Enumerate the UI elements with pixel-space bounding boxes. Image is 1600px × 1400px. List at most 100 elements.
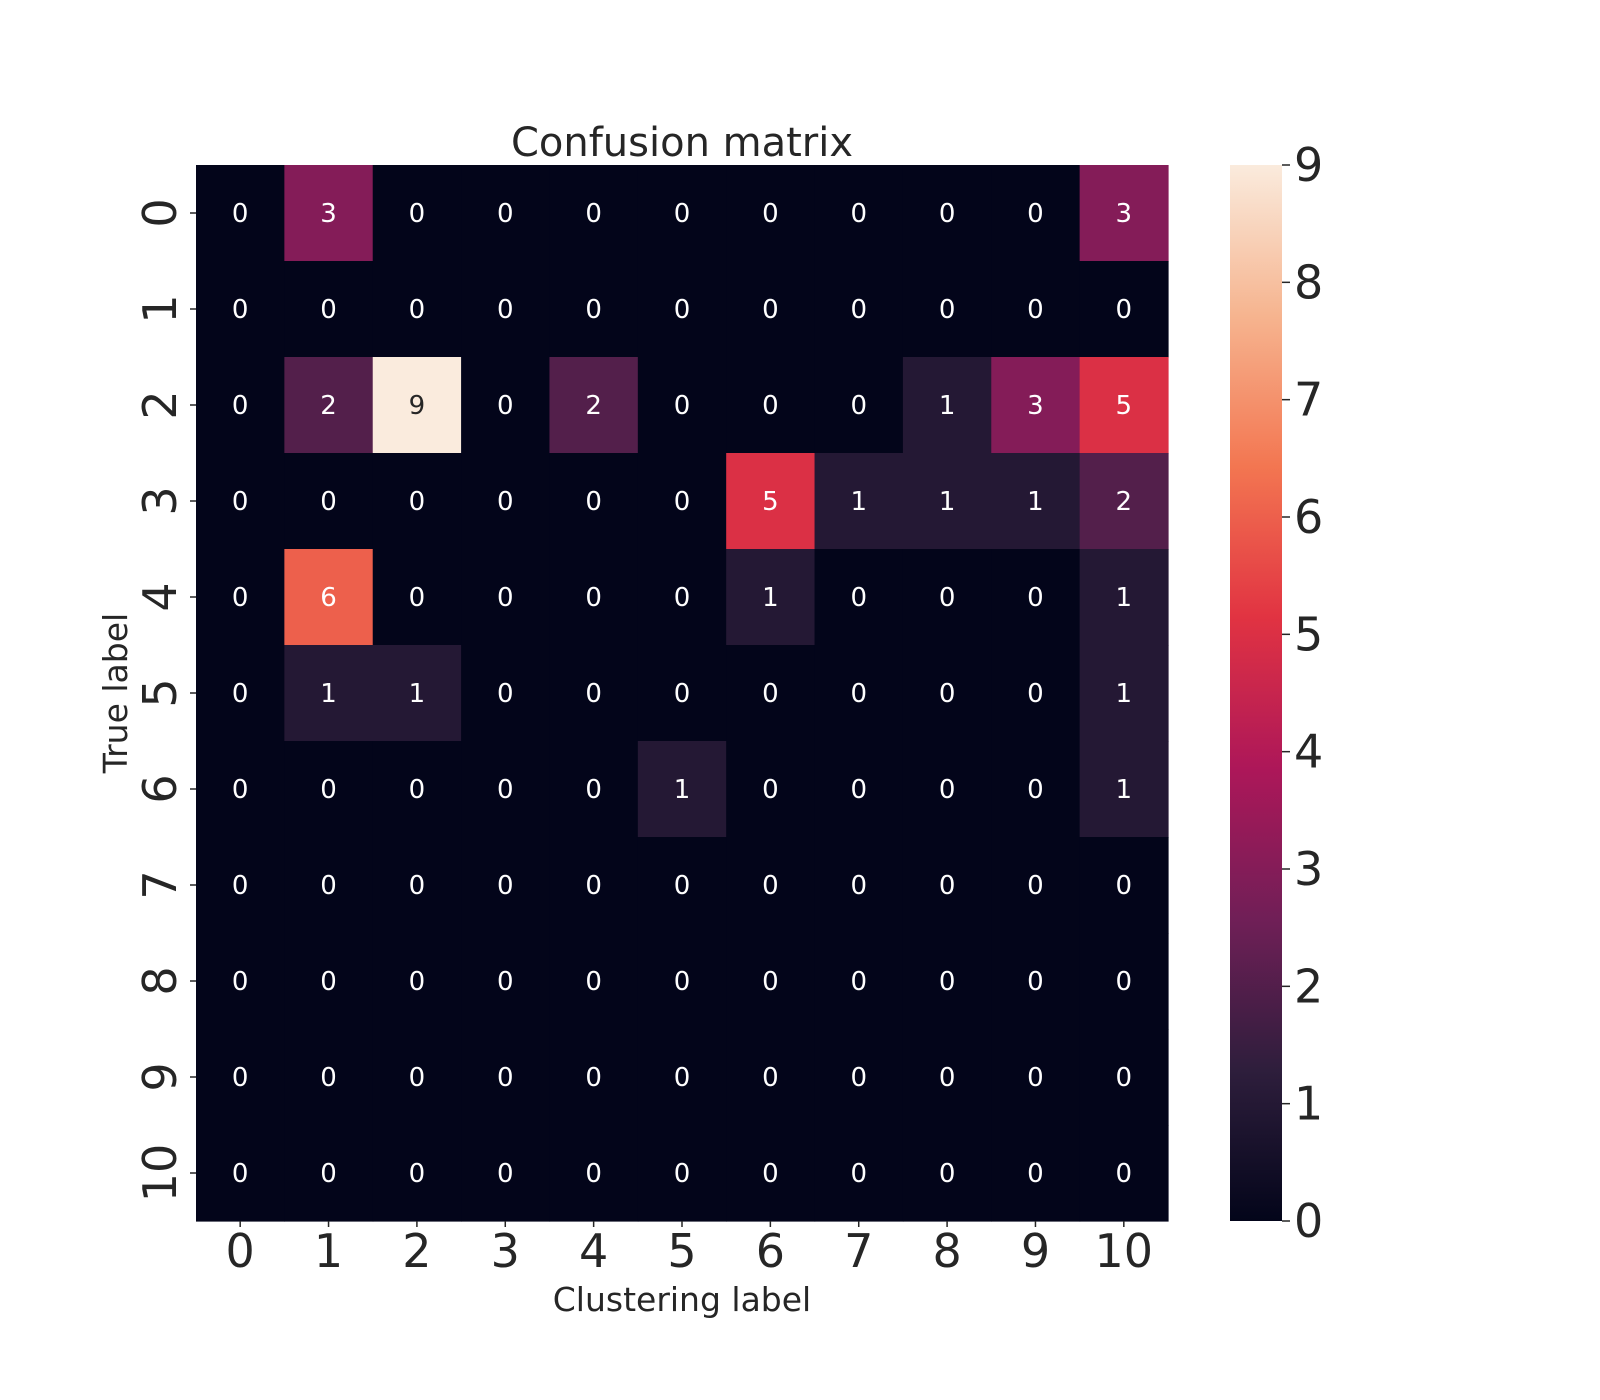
y-tick-label: 0 — [133, 198, 187, 227]
heatmap-cell — [726, 837, 816, 934]
y-tick-label: 8 — [133, 966, 187, 995]
heatmap-cell — [461, 1125, 551, 1222]
heatmap-cell — [549, 357, 639, 454]
heatmap-cell — [284, 261, 374, 358]
cell-value: 1 — [850, 487, 867, 517]
cell-value: 1 — [409, 679, 426, 709]
colorbar-tick-label: 2 — [1294, 959, 1323, 1013]
colorbar-tick-label: 8 — [1294, 255, 1323, 309]
heatmap-cell — [637, 261, 727, 358]
heatmap-cell — [991, 453, 1081, 550]
heatmap-cell — [991, 837, 1081, 934]
cell-value: 0 — [409, 775, 426, 805]
heatmap-cell — [814, 645, 904, 742]
cell-value: 0 — [409, 1063, 426, 1093]
heatmap-cell — [726, 645, 816, 742]
cell-value: 0 — [1027, 199, 1044, 229]
cell-value: 0 — [1116, 967, 1133, 997]
x-tick-label: 5 — [667, 1224, 696, 1278]
heatmap-cell — [196, 933, 285, 1030]
heatmap-cell — [196, 453, 285, 550]
cell-value: 0 — [1116, 295, 1133, 325]
cell-value: 0 — [850, 583, 867, 613]
cell-value: 6 — [320, 583, 337, 613]
cell-value: 0 — [762, 775, 779, 805]
heatmap-cell — [1079, 837, 1169, 934]
heatmap-cell — [1079, 357, 1169, 454]
heatmap-cell — [902, 357, 992, 454]
cell-value: 0 — [850, 199, 867, 229]
heatmap-cell — [814, 1125, 904, 1222]
heatmap-cell — [549, 1029, 639, 1126]
heatmap-cell — [461, 357, 551, 454]
heatmap-cell — [726, 933, 816, 1030]
x-tick-label: 4 — [579, 1224, 608, 1278]
y-axis-label: True label — [96, 613, 135, 774]
heatmap-cell — [814, 1029, 904, 1126]
heatmap-cell — [461, 261, 551, 358]
heatmap-cell — [637, 933, 727, 1030]
cell-value: 0 — [320, 487, 337, 517]
heatmap-cell — [461, 549, 551, 646]
cell-value: 0 — [232, 775, 249, 805]
heatmap-cell — [726, 261, 816, 358]
cell-value: 0 — [232, 1159, 249, 1189]
heatmap-cell — [284, 741, 374, 838]
cell-value: 0 — [674, 391, 691, 421]
heatmap-cell — [637, 741, 727, 838]
cell-value: 0 — [320, 1063, 337, 1093]
cell-value: 0 — [939, 199, 956, 229]
cell-value: 0 — [1027, 775, 1044, 805]
cell-value: 0 — [850, 391, 867, 421]
heatmap-cell — [549, 1125, 639, 1222]
cell-value: 0 — [585, 871, 602, 901]
cell-value: 0 — [939, 871, 956, 901]
heatmap-cell — [372, 165, 462, 262]
heatmap-cell — [814, 453, 904, 550]
heatmap-cell — [549, 453, 639, 550]
heatmap-cell — [284, 933, 374, 1030]
heatmap-cell — [902, 645, 992, 742]
cell-value: 0 — [409, 871, 426, 901]
cell-value: 0 — [585, 583, 602, 613]
cell-value: 0 — [674, 295, 691, 325]
x-tick-labels: 0 1 2 3 4 5 6 7 8 9 10 — [226, 1221, 1153, 1278]
cell-value: 3 — [1027, 391, 1044, 421]
colorbar-tick-label: 4 — [1294, 725, 1323, 779]
heatmap-cell — [637, 453, 727, 550]
heatmap-cell — [461, 645, 551, 742]
cell-value: 0 — [585, 679, 602, 709]
cell-value: 0 — [674, 199, 691, 229]
cell-value: 0 — [1027, 1159, 1044, 1189]
heatmap-cell — [1079, 261, 1169, 358]
cell-value: 0 — [674, 1063, 691, 1093]
heatmap-cell — [461, 837, 551, 934]
cell-value: 1 — [1116, 583, 1133, 613]
heatmap-cell — [284, 549, 374, 646]
colorbar-tick-label: 3 — [1294, 842, 1323, 896]
y-tick-label: 7 — [133, 870, 187, 899]
y-tick-label: 4 — [133, 582, 187, 611]
x-tick-label: 6 — [756, 1224, 785, 1278]
x-tick-label: 8 — [932, 1224, 961, 1278]
y-tick-label: 10 — [133, 1144, 187, 1203]
x-axis-label: Clustering label — [553, 1280, 811, 1319]
cell-value: 0 — [850, 967, 867, 997]
heatmap-cell — [1079, 549, 1169, 646]
colorbar-tick-label: 5 — [1294, 607, 1323, 661]
cell-value: 0 — [232, 967, 249, 997]
cell-value: 0 — [1027, 583, 1044, 613]
cell-value: 0 — [762, 1159, 779, 1189]
heatmap-cell — [991, 1029, 1081, 1126]
heatmap-cell — [1079, 741, 1169, 838]
cell-value: 3 — [1116, 199, 1133, 229]
heatmap-cell — [372, 837, 462, 934]
heatmap-cell — [637, 165, 727, 262]
cell-value: 0 — [762, 391, 779, 421]
heatmap-cell — [284, 1125, 374, 1222]
y-tick-label: 9 — [133, 1062, 187, 1091]
heatmap-cell — [372, 741, 462, 838]
cell-value: 1 — [320, 679, 337, 709]
heatmap-cell — [726, 549, 816, 646]
x-tick-label: 7 — [844, 1224, 873, 1278]
